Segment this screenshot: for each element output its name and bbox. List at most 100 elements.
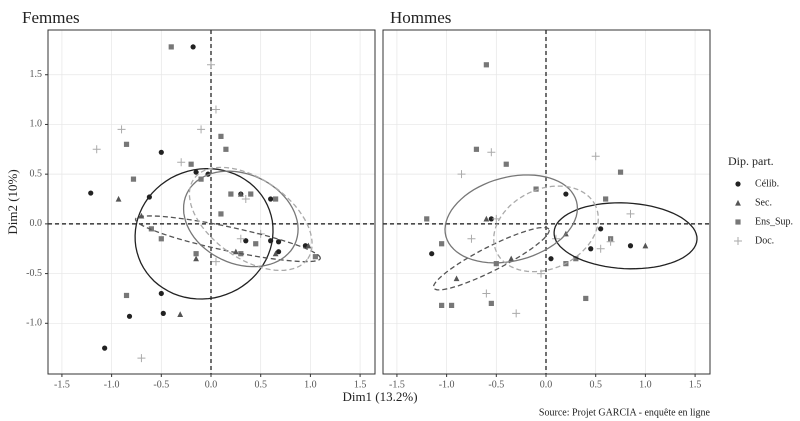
point bbox=[253, 241, 259, 247]
panel-title: Hommes bbox=[390, 8, 451, 27]
point bbox=[457, 170, 466, 179]
point bbox=[211, 105, 220, 114]
point bbox=[248, 191, 254, 197]
y-tick-label: -1.0 bbox=[26, 318, 42, 329]
point bbox=[193, 169, 199, 175]
point bbox=[305, 242, 312, 249]
point bbox=[115, 195, 122, 202]
point bbox=[563, 191, 569, 197]
y-tick-label: 1.5 bbox=[30, 69, 43, 80]
point bbox=[228, 191, 234, 197]
point bbox=[92, 145, 101, 154]
confidence-ellipse bbox=[182, 170, 299, 268]
point bbox=[126, 313, 133, 319]
point bbox=[603, 196, 609, 202]
point bbox=[275, 239, 282, 245]
point bbox=[272, 250, 279, 257]
point bbox=[617, 169, 624, 175]
point bbox=[160, 310, 166, 316]
point bbox=[123, 292, 130, 299]
point bbox=[158, 236, 164, 242]
x-tick-label: -1.0 bbox=[104, 379, 120, 390]
point bbox=[503, 161, 509, 167]
point bbox=[177, 158, 186, 167]
point bbox=[236, 234, 245, 243]
legend-marker bbox=[735, 181, 741, 187]
point bbox=[483, 62, 489, 68]
point bbox=[237, 190, 244, 197]
y-tick-label: 1.0 bbox=[30, 119, 43, 130]
point bbox=[243, 238, 249, 244]
x-axis-label: Dim1 (13.2%) bbox=[342, 389, 417, 404]
point bbox=[188, 161, 194, 167]
point bbox=[439, 241, 445, 247]
legend-marker bbox=[735, 199, 741, 206]
point bbox=[177, 311, 184, 317]
point bbox=[207, 60, 216, 69]
point bbox=[588, 246, 594, 252]
point bbox=[197, 125, 206, 134]
point bbox=[508, 255, 515, 262]
point bbox=[533, 186, 539, 192]
point bbox=[596, 244, 605, 253]
point bbox=[198, 176, 204, 182]
point bbox=[148, 226, 154, 232]
point bbox=[190, 44, 196, 50]
point bbox=[137, 354, 146, 363]
point bbox=[312, 254, 318, 260]
y-tick-label: 0.5 bbox=[30, 168, 43, 179]
y-axis-label: Dim2 (10%) bbox=[5, 169, 20, 234]
x-tick-label: 1.5 bbox=[354, 379, 367, 390]
x-tick-label: 0.5 bbox=[589, 379, 602, 390]
point bbox=[193, 255, 199, 262]
point bbox=[488, 216, 494, 222]
point bbox=[232, 248, 239, 255]
x-tick-label: -0.5 bbox=[153, 379, 169, 390]
legend-marker bbox=[735, 219, 741, 225]
caption: Source: Projet GARCIA - enquête en ligne bbox=[539, 407, 711, 418]
point bbox=[168, 44, 174, 50]
x-tick-label: -1.0 bbox=[439, 379, 455, 390]
point bbox=[102, 345, 108, 351]
x-tick-label: 1.0 bbox=[304, 379, 317, 390]
point bbox=[473, 146, 480, 152]
point bbox=[493, 261, 499, 267]
x-tick-label: -0.5 bbox=[488, 379, 504, 390]
point bbox=[158, 290, 164, 297]
x-tick-label: -1.5 bbox=[389, 379, 405, 390]
point bbox=[448, 302, 455, 308]
panel-frame bbox=[47, 29, 376, 375]
point bbox=[606, 237, 615, 246]
point bbox=[482, 289, 491, 298]
point bbox=[223, 146, 229, 152]
point bbox=[123, 141, 130, 147]
point bbox=[241, 195, 250, 204]
confidence-ellipse bbox=[188, 166, 313, 272]
confidence-ellipse bbox=[432, 226, 550, 291]
panel-frame bbox=[382, 29, 711, 375]
confidence-ellipse bbox=[553, 202, 698, 270]
point bbox=[453, 275, 460, 282]
point bbox=[512, 309, 521, 318]
x-tick-label: 1.0 bbox=[639, 379, 652, 390]
point bbox=[573, 256, 579, 262]
legend-label: Ens_Sup. bbox=[755, 216, 793, 227]
point bbox=[218, 211, 224, 217]
point bbox=[273, 196, 279, 202]
point bbox=[591, 152, 600, 161]
panel-title: Femmes bbox=[22, 8, 80, 27]
legend-marker bbox=[734, 237, 742, 245]
legend-label: Sec. bbox=[755, 197, 772, 208]
x-tick-label: 0.5 bbox=[254, 379, 267, 390]
point bbox=[424, 216, 430, 222]
point bbox=[429, 251, 435, 257]
confidence-ellipse bbox=[134, 167, 274, 300]
point bbox=[627, 243, 634, 249]
point bbox=[218, 133, 224, 139]
point bbox=[467, 234, 476, 243]
confidence-ellipse bbox=[493, 185, 599, 273]
point bbox=[626, 209, 635, 218]
point bbox=[439, 302, 445, 308]
